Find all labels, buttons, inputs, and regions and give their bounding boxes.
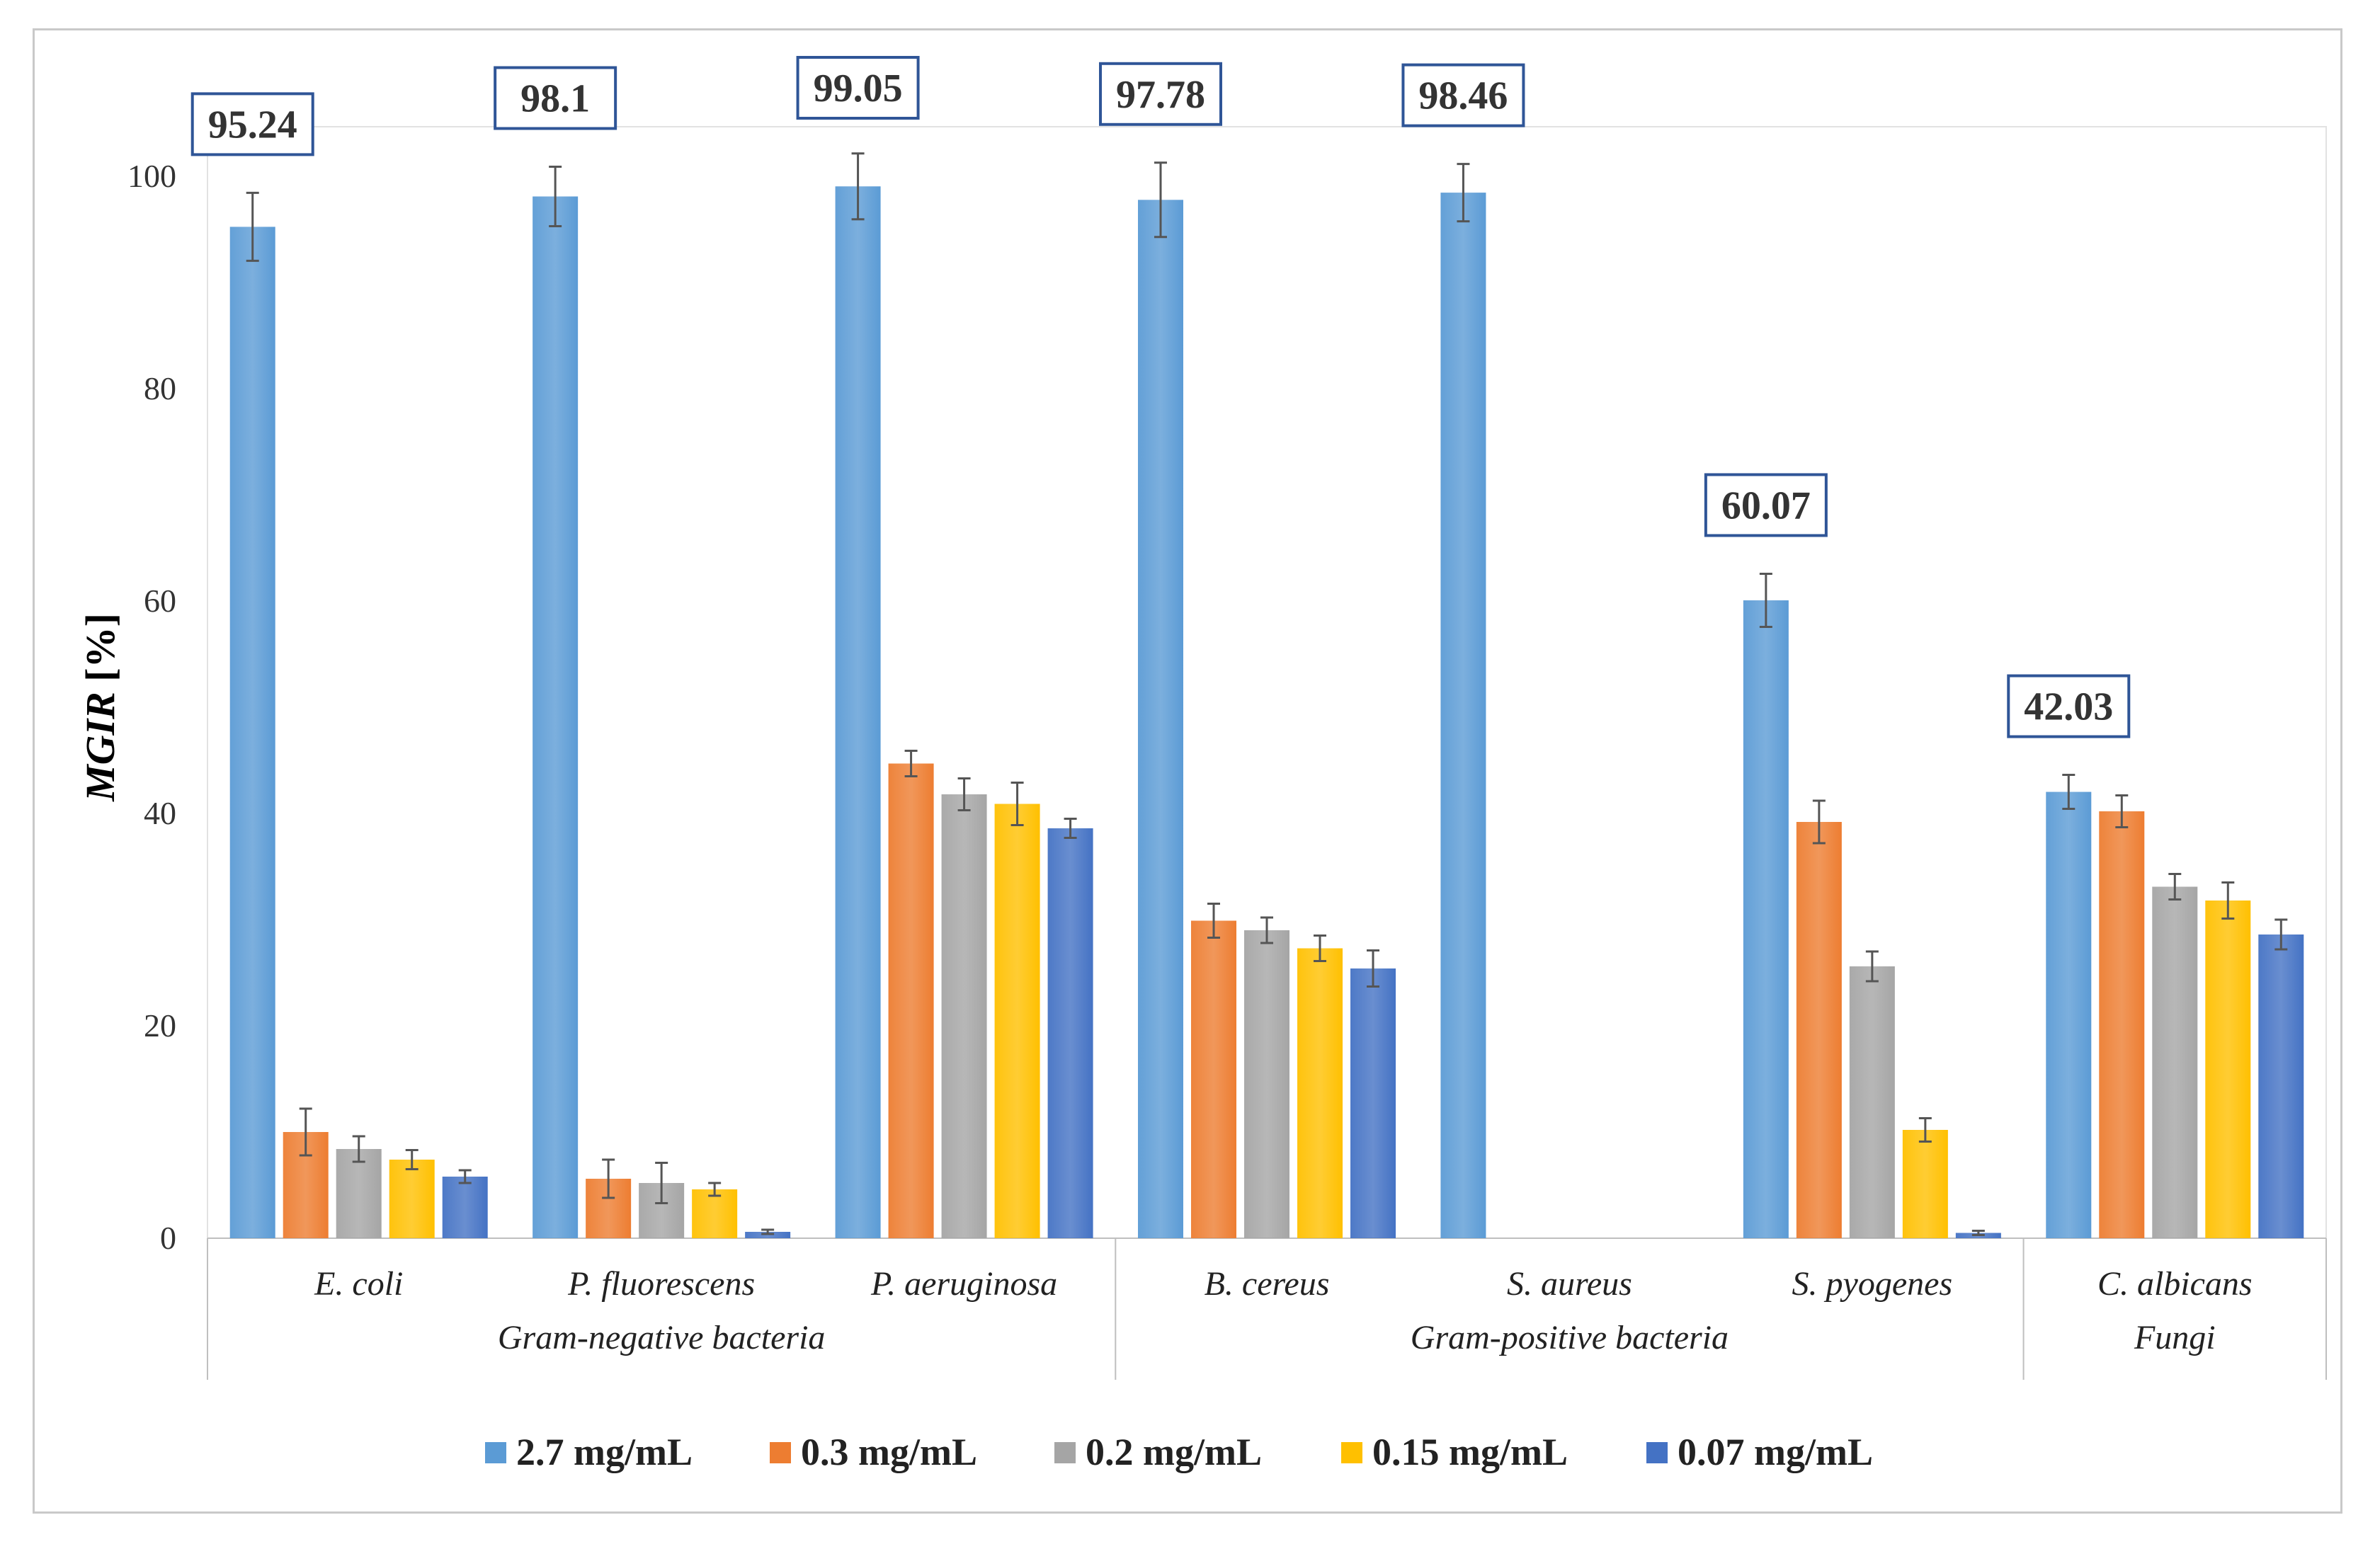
bar bbox=[1138, 200, 1183, 1238]
annotation-label: 98.46 bbox=[1418, 74, 1508, 118]
category-label: P. aeruginosa bbox=[870, 1265, 1057, 1303]
legend-label: 0.2 mg/mL bbox=[1086, 1431, 1262, 1473]
legend-label: 0.15 mg/mL bbox=[1372, 1431, 1568, 1473]
annotation-box bbox=[796, 56, 920, 120]
bar bbox=[1191, 920, 1236, 1238]
legend-swatch bbox=[1054, 1442, 1076, 1463]
y-axis-label-variable: MGIR bbox=[77, 692, 123, 802]
bar bbox=[442, 1177, 488, 1238]
y-tick-label: 100 bbox=[127, 158, 176, 194]
annotation-label: 60.07 bbox=[1721, 484, 1811, 527]
group-label: Fungi bbox=[2134, 1319, 2216, 1356]
bar bbox=[2152, 886, 2198, 1238]
bar bbox=[389, 1160, 435, 1238]
legend-label: 2.7 mg/mL bbox=[516, 1431, 693, 1473]
bar bbox=[1350, 968, 1396, 1238]
legend-swatch bbox=[485, 1442, 506, 1463]
annotation-box bbox=[2007, 674, 2131, 738]
annotation-label: 99.05 bbox=[814, 67, 903, 110]
bar-chart: 0 20 40 60 80 100 MGIR [%] Gram-negative bacter… bbox=[77, 56, 2327, 1473]
chart-frame: 0 20 40 60 80 100 MGIR [%] Gram-negative bacter… bbox=[33, 28, 2342, 1514]
bar bbox=[2099, 811, 2145, 1238]
legend-label: 0.07 mg/mL bbox=[1678, 1431, 1873, 1473]
bar bbox=[1244, 930, 1289, 1238]
y-tick-label: 80 bbox=[144, 370, 176, 406]
bar bbox=[994, 804, 1040, 1238]
bar bbox=[1902, 1130, 1948, 1238]
legend-layer: 2.7 mg/mL 0.3 mg/mL 0.2 mg/mL 0.15 mg/mL 0.0… bbox=[485, 1431, 1873, 1473]
annotation-label: 95.24 bbox=[208, 103, 297, 147]
category-label: S. aureus bbox=[1507, 1265, 1632, 1303]
group-label: Gram-negative bacteria bbox=[498, 1319, 826, 1356]
bar bbox=[2205, 901, 2251, 1238]
bar bbox=[2046, 791, 2092, 1238]
bar bbox=[1047, 828, 1093, 1238]
annotation-box bbox=[190, 92, 314, 156]
category-label: B. cereus bbox=[1205, 1265, 1330, 1303]
bar bbox=[835, 186, 881, 1238]
bar bbox=[1297, 948, 1343, 1238]
bar bbox=[336, 1149, 382, 1238]
legend-swatch bbox=[1646, 1442, 1668, 1463]
bar bbox=[2258, 934, 2304, 1238]
bar bbox=[888, 763, 934, 1238]
annotation-box bbox=[1099, 62, 1222, 126]
bar bbox=[533, 196, 579, 1238]
category-label: C. albicans bbox=[2097, 1265, 2253, 1303]
y-axis-label-unit: [%] bbox=[77, 613, 123, 692]
legend-swatch bbox=[1341, 1442, 1362, 1463]
annotation-box bbox=[1401, 63, 1525, 127]
y-axis-label: MGIR [%] bbox=[77, 613, 123, 802]
annotation-box bbox=[1704, 473, 1828, 537]
bar bbox=[229, 227, 275, 1238]
bar bbox=[1440, 193, 1486, 1239]
bars-layer bbox=[229, 152, 2304, 1239]
group-label: Gram-positive bacteria bbox=[1411, 1319, 1729, 1356]
category-label: E. coli bbox=[314, 1265, 403, 1303]
bar bbox=[692, 1189, 738, 1238]
annotation-label: 98.1 bbox=[520, 77, 590, 121]
y-tick-label: 0 bbox=[160, 1220, 176, 1256]
legend-label: 0.3 mg/mL bbox=[801, 1431, 977, 1473]
y-tick-label: 20 bbox=[144, 1007, 176, 1044]
y-tick-label: 60 bbox=[144, 583, 176, 619]
bar bbox=[1796, 822, 1842, 1238]
category-label: S. pyogenes bbox=[1792, 1265, 1953, 1303]
legend-swatch bbox=[770, 1442, 791, 1463]
bar bbox=[941, 794, 987, 1238]
category-label: P. fluorescens bbox=[567, 1265, 755, 1303]
labels-layer: 0 20 40 60 80 100 MGIR [%] Gram-negative bacter… bbox=[77, 56, 2253, 1356]
annotation-label: 97.78 bbox=[1116, 73, 1205, 117]
bar bbox=[1849, 966, 1895, 1238]
bar bbox=[1743, 600, 1789, 1238]
annotation-box bbox=[494, 66, 617, 130]
y-tick-label: 40 bbox=[144, 795, 176, 831]
annotation-label: 42.03 bbox=[2024, 685, 2113, 729]
